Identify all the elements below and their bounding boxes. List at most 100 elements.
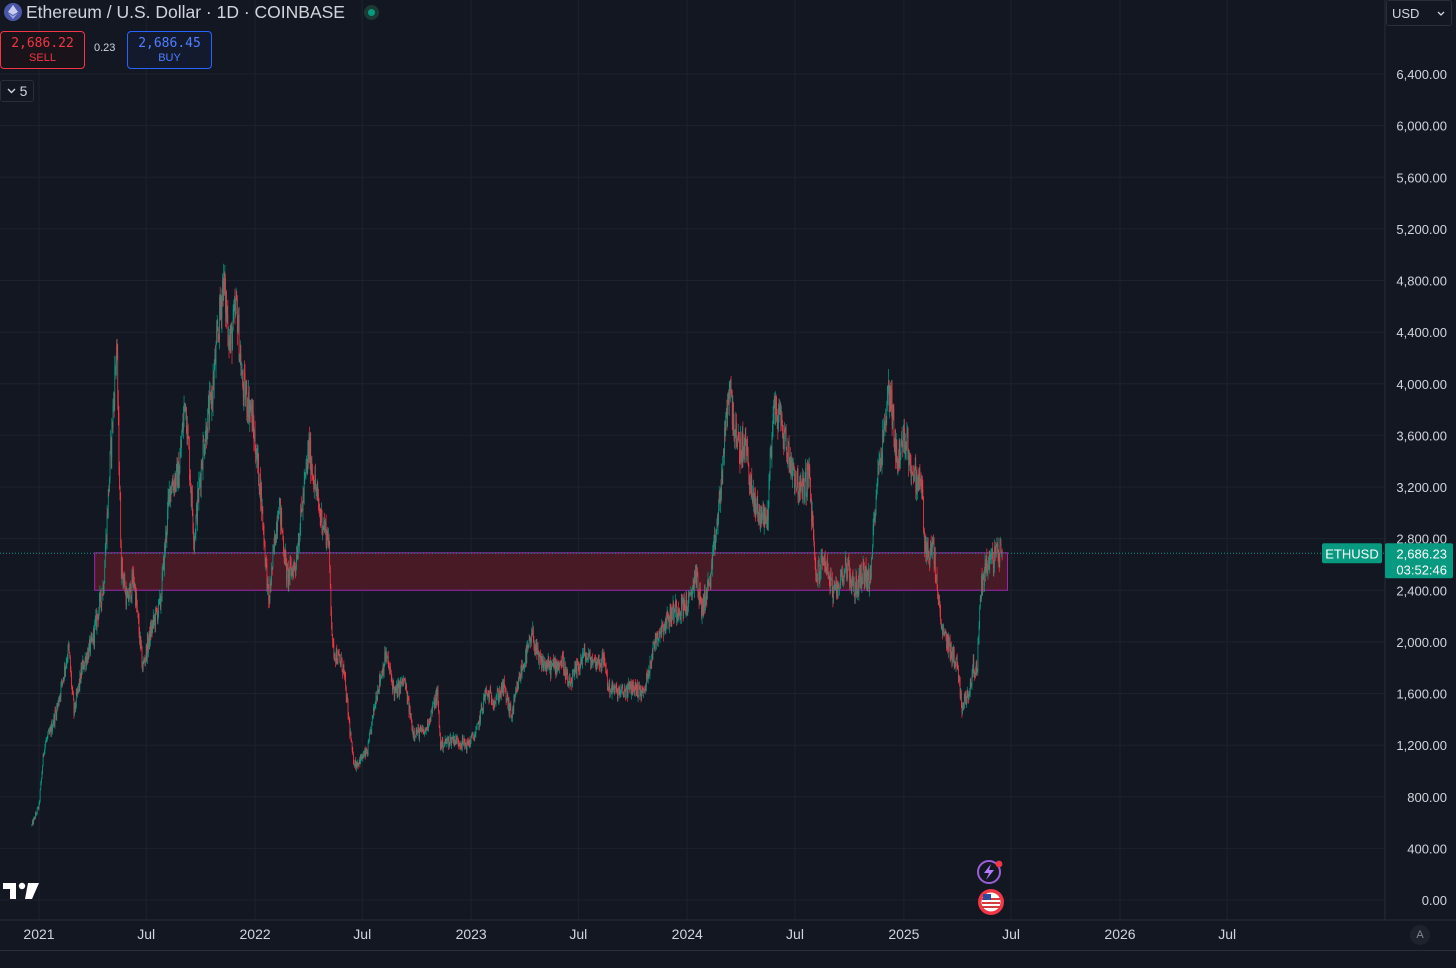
sell-button[interactable]: 2,686.22 SELL [0,31,85,69]
us-flag-event-icon[interactable] [978,889,1004,915]
candle-body [355,760,357,769]
candle-body [108,489,110,492]
candle-body [46,739,48,741]
candle-body [602,658,604,663]
candle-body [315,474,316,488]
candle-body [942,628,944,635]
currency-select[interactable]: USD [1386,0,1452,26]
candle-body [991,551,993,554]
event-markers[interactable] [972,858,1006,918]
candle-body [412,729,413,732]
buy-button[interactable]: 2,686.45 BUY [127,31,212,69]
candle-body [67,645,69,659]
candle-body [477,723,479,725]
indicators-toggle-button[interactable]: 5 [0,80,34,102]
candle-body [127,591,129,598]
candle-body [716,522,718,531]
time-axis[interactable]: 2021 Jul 2022 Jul 2023 Jul 2024 Jul 2025 Jul 2026 J… [23,926,1236,942]
candle-body [679,610,680,614]
candle-body [646,674,648,675]
candle-body [64,666,66,672]
candle-body [831,577,833,579]
candle-body [662,627,664,630]
candle-body [860,570,862,588]
candle-body [598,654,599,662]
candle-body [299,539,300,546]
candle-body [818,563,820,566]
candle-body [231,326,232,330]
candle-body [688,593,690,596]
candle-body [421,728,423,732]
candle-body [671,611,673,620]
market-open-status-icon [363,4,379,20]
candle-body [440,732,441,749]
candle-body [230,329,232,345]
candle-body [158,599,159,613]
candle-body [660,627,661,633]
candle-body [876,489,878,496]
candle-body [860,570,862,585]
candle-body [516,685,518,688]
candle-body [31,824,33,826]
candle-body [972,659,974,669]
candle-body [810,499,812,501]
candle-body [562,654,564,657]
candle-body [479,715,481,722]
candle-body [244,372,245,375]
candle-body [740,438,741,463]
candle-body [924,531,925,552]
candle-body [138,619,140,634]
candle-body [144,660,146,662]
candle-body [281,512,283,530]
indicators-count: 5 [19,83,28,99]
candle-body [823,559,825,566]
tradingview-logo-icon[interactable] [3,881,41,901]
candle-body [673,603,674,620]
candle-body [955,658,957,667]
candle-body [701,601,703,617]
candle-body [49,728,51,730]
candle-body [101,594,103,606]
candle-body [620,689,622,695]
candle-body [55,711,57,718]
candle-body [859,571,861,587]
candle-body [868,569,869,576]
candle-body [134,586,136,588]
candle-body [583,647,585,653]
candle-body [288,569,290,584]
candle-body [219,297,221,311]
candle-body [751,478,753,498]
candle-body [126,592,127,606]
spread-value: 0.23 [94,42,116,54]
candle-body [503,679,505,694]
candle-body [892,407,894,426]
candle-body [149,631,151,644]
price-axis[interactable]: 0.00400.00800.001,200.001,600.002,000.00… [1396,67,1447,908]
candle-body [86,657,88,663]
candle-body [277,518,279,520]
candle-body [609,683,611,694]
candle-body [364,750,366,757]
lightning-event-icon[interactable] [977,860,1003,884]
symbol-header[interactable]: Ethereum / U.S. Dollar · 1D · COINBASE [0,0,379,24]
candle-body [954,662,956,667]
candle-body [714,534,716,550]
candle-body [519,675,521,679]
candle-body [450,736,452,745]
candle-body [950,643,952,655]
candle-body [389,668,390,670]
candle-body [273,546,274,551]
candle-body [647,675,649,679]
candle-body [913,474,914,480]
candle-body [930,540,932,553]
candle-body [596,662,598,669]
candle-body [737,441,738,447]
candle-body [393,681,394,688]
auto-scale-button[interactable]: A [1410,925,1430,945]
candle-body [449,738,451,744]
candle-body [783,436,785,449]
candle-body [112,404,114,428]
candle-body [468,744,470,747]
candle-body [507,695,509,707]
